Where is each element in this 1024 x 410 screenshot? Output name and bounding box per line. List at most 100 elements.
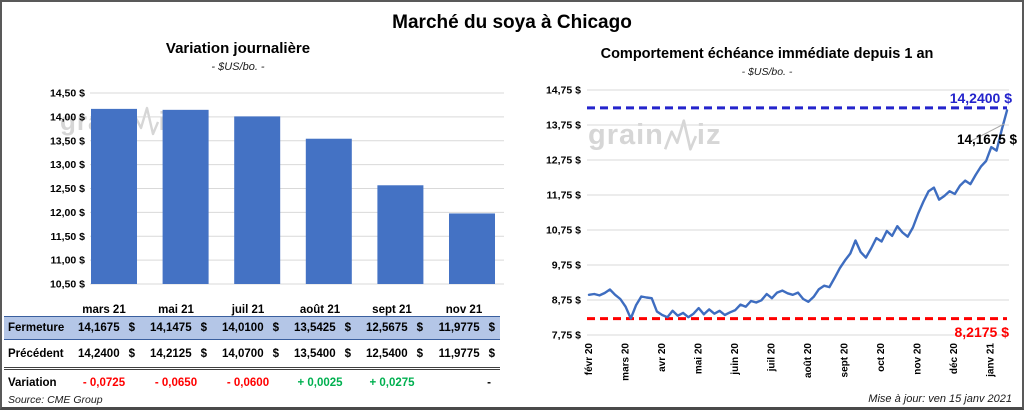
table-cell: 11,9775 $ bbox=[428, 339, 500, 370]
cell-value: 14,2125 bbox=[150, 347, 192, 360]
cell-value: 12,5675 bbox=[366, 322, 408, 334]
price-line-series bbox=[587, 109, 1009, 320]
y-tick-label: 13,50 $ bbox=[50, 135, 85, 147]
currency-symbol: $ bbox=[272, 322, 279, 334]
y-tick-label: 12,50 $ bbox=[50, 183, 85, 195]
update-timestamp: Mise à jour: ven 15 janv 2021 bbox=[868, 393, 1012, 405]
cell-value: 11,9775 bbox=[438, 347, 480, 360]
table-row-variation: Variation - 0,0725 - 0,0650 - 0,0600 + 0,002… bbox=[4, 369, 500, 397]
currency-symbol: $ bbox=[272, 347, 279, 360]
currency-symbol: $ bbox=[488, 347, 495, 360]
watermark-text-left: grain bbox=[588, 118, 664, 151]
x-tick-label: déc 20 bbox=[949, 343, 960, 375]
cell-value: - 0,0600 bbox=[226, 377, 270, 389]
source-note: Source: CME Group bbox=[8, 394, 103, 406]
x-tick-label: sept 20 bbox=[840, 343, 851, 378]
column-header: nov 21 bbox=[445, 304, 483, 316]
table-cell: 14,1475 $ bbox=[140, 316, 212, 340]
x-tick-label: avr 20 bbox=[657, 343, 668, 372]
column-header: mai 21 bbox=[158, 304, 194, 316]
table-cell: 14,0100 $ bbox=[212, 316, 284, 340]
bar-mai 21 bbox=[162, 109, 209, 284]
cell-value: + 0,0025 bbox=[297, 377, 343, 389]
row-label: Fermeture bbox=[4, 316, 68, 340]
grainwiz-watermark: grain iz bbox=[588, 116, 721, 154]
table-cell: - bbox=[428, 369, 500, 397]
cell-value: 13,5400 bbox=[294, 347, 336, 360]
table-cell: 14,2400 $ bbox=[68, 339, 140, 370]
x-tick-label: nov 20 bbox=[913, 343, 924, 375]
table-cell: - 0,0600 bbox=[212, 369, 284, 397]
currency-symbol: $ bbox=[128, 322, 135, 334]
x-tick-label: août 20 bbox=[803, 343, 814, 378]
currency-symbol: $ bbox=[416, 322, 423, 334]
x-tick-label: févr 20 bbox=[584, 343, 595, 376]
table-cell: 14,1675 $ bbox=[68, 316, 140, 340]
column-header: août 21 bbox=[299, 304, 341, 316]
y-tick-label: 7,75 $ bbox=[552, 330, 581, 342]
table-cell: - 0,0725 bbox=[68, 369, 140, 397]
bar-chart-title: Variation journalière bbox=[165, 40, 311, 57]
y-tick-label: 8,75 $ bbox=[552, 295, 581, 307]
table-cell: 11,9775 $ bbox=[428, 316, 500, 340]
cell-value: - 0,0650 bbox=[154, 377, 198, 389]
cell-value: 14,1475 bbox=[150, 322, 192, 334]
cell-value: - bbox=[487, 377, 491, 389]
column-header: mars 21 bbox=[82, 304, 126, 316]
x-tick-label: mars 20 bbox=[621, 343, 632, 381]
table-cell: 12,5675 $ bbox=[356, 316, 428, 340]
page-title: Marché du soya à Chicago bbox=[392, 12, 632, 33]
last-price-label: 14,1675 $ bbox=[956, 132, 1017, 147]
annotation-leader-line bbox=[970, 123, 1005, 142]
table-row-precedent: Précédent 14,2400 $14,2125 $14,0700 $13,5400… bbox=[4, 339, 500, 370]
y-tick-label: 14,75 $ bbox=[546, 85, 581, 97]
bar-mars 21 bbox=[91, 108, 137, 284]
cell-value: 14,2400 bbox=[78, 347, 120, 360]
table-row-fermeture: Fermeture 14,1675 $14,1475 $14,0100 $13,5425… bbox=[4, 316, 500, 340]
column-header: sept 21 bbox=[372, 304, 412, 316]
table-cell: - 0,0650 bbox=[140, 369, 212, 397]
line-chart-title: Comportement échéance immédiate depuis 1… bbox=[600, 46, 934, 62]
cell-value: 14,1675 bbox=[78, 322, 120, 334]
y-tick-label: 12,00 $ bbox=[50, 207, 85, 219]
y-tick-label: 11,00 $ bbox=[51, 255, 86, 267]
x-tick-label: oct 20 bbox=[876, 343, 887, 372]
table-cell: + 0,0275 bbox=[356, 369, 428, 397]
table-cell: 14,2125 $ bbox=[140, 339, 212, 370]
x-tick-label: juin 20 bbox=[730, 343, 741, 376]
y-tick-label: 14,50 $ bbox=[50, 88, 85, 100]
table-cell: 12,5400 $ bbox=[356, 339, 428, 370]
daily-variation-bar-chart: 14,50 $ 14,00 $ 13,50 $ 13,00 $ 12,50 $ 12,00… bbox=[50, 88, 504, 291]
y-tick-label: 11,50 $ bbox=[51, 231, 86, 243]
currency-symbol: $ bbox=[344, 347, 351, 360]
y-tick-label: 10,50 $ bbox=[50, 279, 85, 291]
currency-symbol: $ bbox=[488, 322, 495, 334]
cell-value: 12,5400 bbox=[366, 347, 408, 360]
y-tick-label: 14,00 $ bbox=[50, 111, 85, 123]
cell-value: 14,0700 bbox=[222, 347, 264, 360]
currency-symbol: $ bbox=[344, 322, 351, 334]
y-tick-label: 13,75 $ bbox=[546, 120, 581, 132]
y-tick-label: 12,75 $ bbox=[546, 155, 581, 167]
currency-symbol: $ bbox=[200, 322, 207, 334]
previous-close-ref-label: 14,2400 $ bbox=[949, 90, 1012, 106]
currency-symbol: $ bbox=[200, 347, 207, 360]
cell-value: - 0,0725 bbox=[82, 377, 126, 389]
cell-value: 14,0100 bbox=[222, 322, 264, 334]
table-cell: 13,5425 $ bbox=[284, 316, 356, 340]
table-cell: 14,0700 $ bbox=[212, 339, 284, 370]
table-cell: 13,5400 $ bbox=[284, 339, 356, 370]
y-tick-label: 10,75 $ bbox=[546, 225, 581, 237]
bar-août 21 bbox=[305, 138, 352, 284]
table-cell: + 0,0025 bbox=[284, 369, 356, 397]
bar-chart-subtitle: - $US/bo. - bbox=[211, 61, 265, 73]
x-tick-label: mai 20 bbox=[694, 343, 705, 375]
cell-value: 13,5425 bbox=[294, 322, 336, 334]
bar-juil 21 bbox=[234, 116, 281, 285]
watermark-zigzag-icon bbox=[663, 119, 697, 151]
y-tick-label: 9,75 $ bbox=[552, 260, 581, 272]
currency-symbol: $ bbox=[128, 347, 135, 360]
column-header: juil 21 bbox=[231, 304, 265, 316]
row-label: Précédent bbox=[4, 339, 68, 370]
